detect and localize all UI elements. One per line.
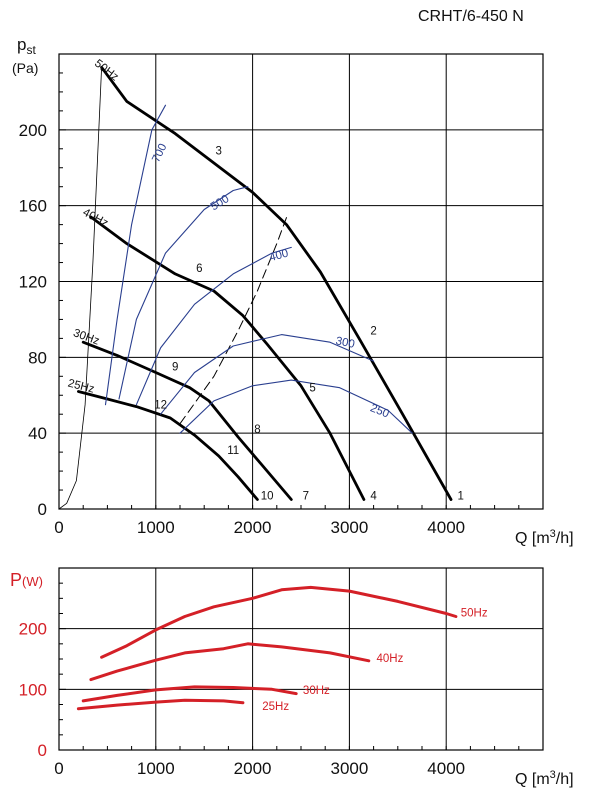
curve-label: 700 (150, 142, 169, 165)
y-tick-label: 100 (19, 680, 47, 699)
curve-label: 250 (368, 402, 390, 420)
y-tick-label: 200 (19, 620, 47, 639)
curve-label: 300 (335, 335, 356, 351)
page-title: CRHT/6-450 N (418, 8, 524, 25)
x-axis-label: Q [m3/h] (515, 769, 574, 788)
series-line (100, 585, 458, 659)
x-tick-label: 0 (54, 518, 63, 537)
curve-label: 50Hz (461, 608, 488, 620)
curve-label: 4 (370, 491, 377, 503)
x-tick-label: 1000 (137, 759, 175, 778)
y-tick-label: 80 (28, 348, 47, 367)
series-line (179, 379, 413, 434)
curve-label: 3 (216, 145, 222, 157)
x-tick-label: 4000 (427, 518, 465, 537)
y-tick-label: 40 (28, 424, 47, 443)
y-tick-label: 0 (38, 741, 47, 760)
y-axis-unit: (Pa) (12, 60, 38, 76)
curve-label: 8 (254, 424, 260, 436)
series-line (81, 685, 298, 703)
y-axis-label: pst (17, 35, 36, 57)
plot-frame (58, 567, 544, 751)
curve-label: 400 (268, 248, 290, 265)
curve-label: 5 (309, 382, 315, 394)
x-tick-label: 2000 (234, 759, 272, 778)
series-line (135, 246, 292, 406)
curve-label: 11 (227, 445, 239, 457)
series-line (89, 215, 366, 501)
y-tick-label: 160 (19, 197, 47, 216)
series-line (100, 65, 453, 501)
x-tick-label: 1000 (137, 518, 175, 537)
curve-label: 7 (303, 491, 309, 503)
y-tick-label: 120 (19, 273, 47, 292)
series-line (118, 186, 249, 400)
curve-label: 6 (196, 263, 202, 275)
x-axis-label: Q [m3/h] (515, 528, 574, 547)
y-tick-label: 0 (38, 500, 47, 519)
curve-label: 30Hz (303, 685, 330, 697)
series-line (77, 390, 259, 501)
x-tick-label: 4000 (427, 759, 465, 778)
series-line (89, 642, 371, 682)
curve-label: 2 (370, 326, 376, 338)
curve-label: 1 (458, 491, 464, 503)
series-line (160, 334, 375, 415)
curve-label: 12 (154, 400, 167, 412)
series-line (104, 104, 167, 406)
series-line (76, 698, 245, 711)
x-tick-label: 2000 (234, 518, 272, 537)
series-line (58, 66, 102, 510)
curve-label: 25Hz (262, 701, 289, 713)
curve-label: 500 (209, 193, 232, 213)
series-line (81, 340, 293, 501)
y-axis-label: P(W) (10, 570, 43, 590)
x-tick-label: 3000 (330, 518, 368, 537)
curve-label: 50Hz (92, 58, 121, 84)
y-tick-label: 200 (19, 121, 47, 140)
curve-label: 9 (172, 362, 178, 374)
curve-label: 40Hz (377, 653, 404, 665)
series-line (179, 214, 288, 425)
x-tick-label: 0 (54, 759, 63, 778)
x-tick-label: 3000 (330, 759, 368, 778)
curve-label: 10 (261, 491, 274, 503)
